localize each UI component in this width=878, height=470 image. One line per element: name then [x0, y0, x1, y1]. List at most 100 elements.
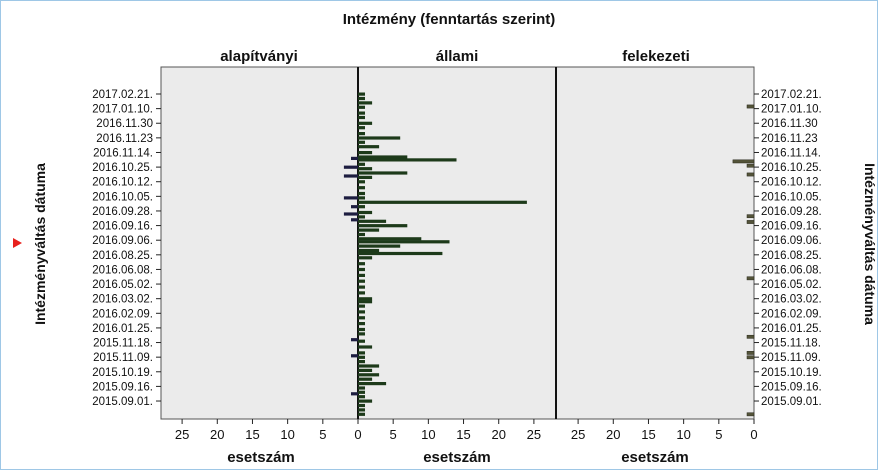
y-tick-label-left-5: 2016.10.25.: [92, 162, 153, 174]
y-tick-label-right-15: 2016.02.09.: [761, 308, 822, 320]
bar-2-9: [746, 355, 755, 360]
y-tick-label-right-19: 2015.10.19.: [761, 367, 822, 379]
x-axis-label-foundation: esetszám: [227, 449, 295, 466]
panel-label-religious: felekezeti: [622, 48, 690, 65]
plot-areas: [160, 66, 755, 420]
bar-1-58: [358, 373, 380, 377]
bar-1-26: [358, 215, 365, 219]
y-tick-label-left-20: 2015.09.16.: [92, 381, 153, 393]
y-tick-label-right-8: 2016.09.28.: [761, 206, 822, 218]
bar-1-64: [358, 399, 373, 403]
bar-1-8: [358, 132, 365, 136]
x-axis-label-state: esetszám: [423, 449, 491, 466]
bar-1-39: [358, 273, 365, 277]
bar-0-6: [351, 218, 358, 222]
x-axis-ticks: 25 20 15 10 5 0 5 10 15 20 25 25 20 15 10 5 0: [175, 419, 758, 442]
bars-layer: [343, 92, 755, 417]
red-pointer-marker: [13, 238, 22, 248]
y-tick-label-right-0: 2017.02.21.: [761, 89, 822, 101]
y-tick-label-left-13: 2016.05.02.: [92, 279, 153, 291]
bar-1-54: [358, 355, 365, 359]
bar-2-1: [732, 159, 755, 164]
bar-1-36: [358, 256, 373, 260]
y-tick-label-left-2: 2016.11.30: [96, 118, 153, 130]
bar-1-27: [358, 219, 387, 223]
bar-1-41: [358, 285, 365, 289]
bar-1-62: [358, 390, 365, 394]
bar-1-35: [358, 251, 443, 256]
y-tick-label-left-3: 2016.11.23: [96, 133, 153, 145]
bar-1-22: [358, 196, 365, 200]
bar-1-20: [358, 186, 365, 190]
x-tick-label-3: 10: [280, 427, 294, 442]
bar-0-1: [343, 165, 358, 169]
bar-1-30: [358, 232, 365, 237]
y-tick-label-right-11: 2016.08.25.: [761, 250, 822, 262]
x-tick-label-14: 10: [676, 427, 690, 442]
bar-1-65: [358, 403, 365, 408]
y-tick-label-left-7: 2016.10.05.: [92, 191, 153, 203]
y-tick-label-right-6: 2016.10.12.: [761, 177, 822, 189]
bar-1-63: [358, 395, 365, 399]
bar-1-17: [358, 171, 408, 175]
y-tick-label-left-18: 2015.11.09.: [93, 352, 153, 364]
bar-1-18: [358, 175, 373, 179]
y-tick-label-left-6: 2016.10.12.: [92, 177, 153, 189]
bar-1-15: [358, 162, 365, 166]
bar-1-24: [358, 205, 365, 209]
bar-1-67: [358, 412, 365, 416]
y-tick-label-right-12: 2016.06.08.: [761, 264, 822, 276]
x-tick-label-13: 15: [641, 427, 655, 442]
bar-1-52: [358, 345, 373, 349]
bar-1-43: [358, 297, 373, 301]
bar-1-16: [358, 167, 373, 171]
bar-1-11: [358, 145, 380, 149]
bar-0-8: [351, 354, 358, 358]
bar-1-51: [358, 339, 365, 343]
bar-1-59: [358, 377, 373, 381]
bar-0-9: [351, 392, 358, 396]
x-tick-label-8: 15: [456, 427, 470, 442]
x-tick-label-7: 10: [421, 427, 435, 442]
y-tick-label-right-4: 2016.11.14.: [761, 147, 821, 159]
bar-2-4: [746, 214, 755, 219]
y-tick-label-left-11: 2016.08.25.: [92, 250, 153, 262]
bar-1-31: [358, 237, 422, 241]
y-tick-label-right-2: 2016.11.30: [761, 118, 818, 130]
y-tick-label-right-5: 2016.10.25.: [761, 162, 822, 174]
plot-area-0: [160, 66, 359, 420]
bar-2-5: [746, 220, 755, 224]
bar-1-42: [358, 291, 365, 295]
bar-1-53: [358, 351, 365, 355]
x-tick-label-10: 25: [527, 427, 541, 442]
y-tick-label-right-20: 2015.09.16.: [761, 381, 822, 393]
bar-1-2: [358, 101, 373, 105]
y-tick-label-left-8: 2016.09.28.: [92, 206, 153, 218]
y-tick-label-right-14: 2016.03.02.: [761, 294, 822, 306]
bar-0-2: [343, 174, 358, 178]
bar-1-0: [358, 92, 365, 96]
bar-1-60: [358, 382, 387, 386]
bar-1-56: [358, 364, 380, 368]
bar-1-38: [358, 267, 365, 272]
bar-2-6: [746, 276, 755, 281]
bar-2-3: [746, 172, 755, 177]
bar-1-4: [358, 111, 365, 115]
y-tick-label-right-1: 2017.01.10.: [761, 104, 822, 116]
y-tick-label-left-17: 2015.11.18.: [93, 338, 153, 350]
y-tick-label-left-12: 2016.06.08.: [92, 264, 153, 276]
y-tick-label-left-15: 2016.02.09.: [92, 308, 153, 320]
y-tick-label-left-19: 2015.10.19.: [92, 367, 153, 379]
bar-1-13: [358, 155, 408, 159]
y-axis-label-right: Intézményváltás dátuma: [862, 163, 877, 325]
bar-1-23: [358, 200, 527, 204]
bar-2-8: [746, 351, 755, 355]
y-tick-label-right-9: 2016.09.16.: [761, 221, 822, 233]
y-tick-label-right-16: 2016.01.25.: [761, 323, 822, 335]
y-tick-label-left-14: 2016.03.02.: [92, 294, 153, 306]
bar-1-48: [358, 322, 365, 326]
bar-1-57: [358, 368, 373, 372]
y-tick-label-right-10: 2016.09.06.: [761, 235, 822, 247]
bar-1-10: [358, 140, 365, 144]
